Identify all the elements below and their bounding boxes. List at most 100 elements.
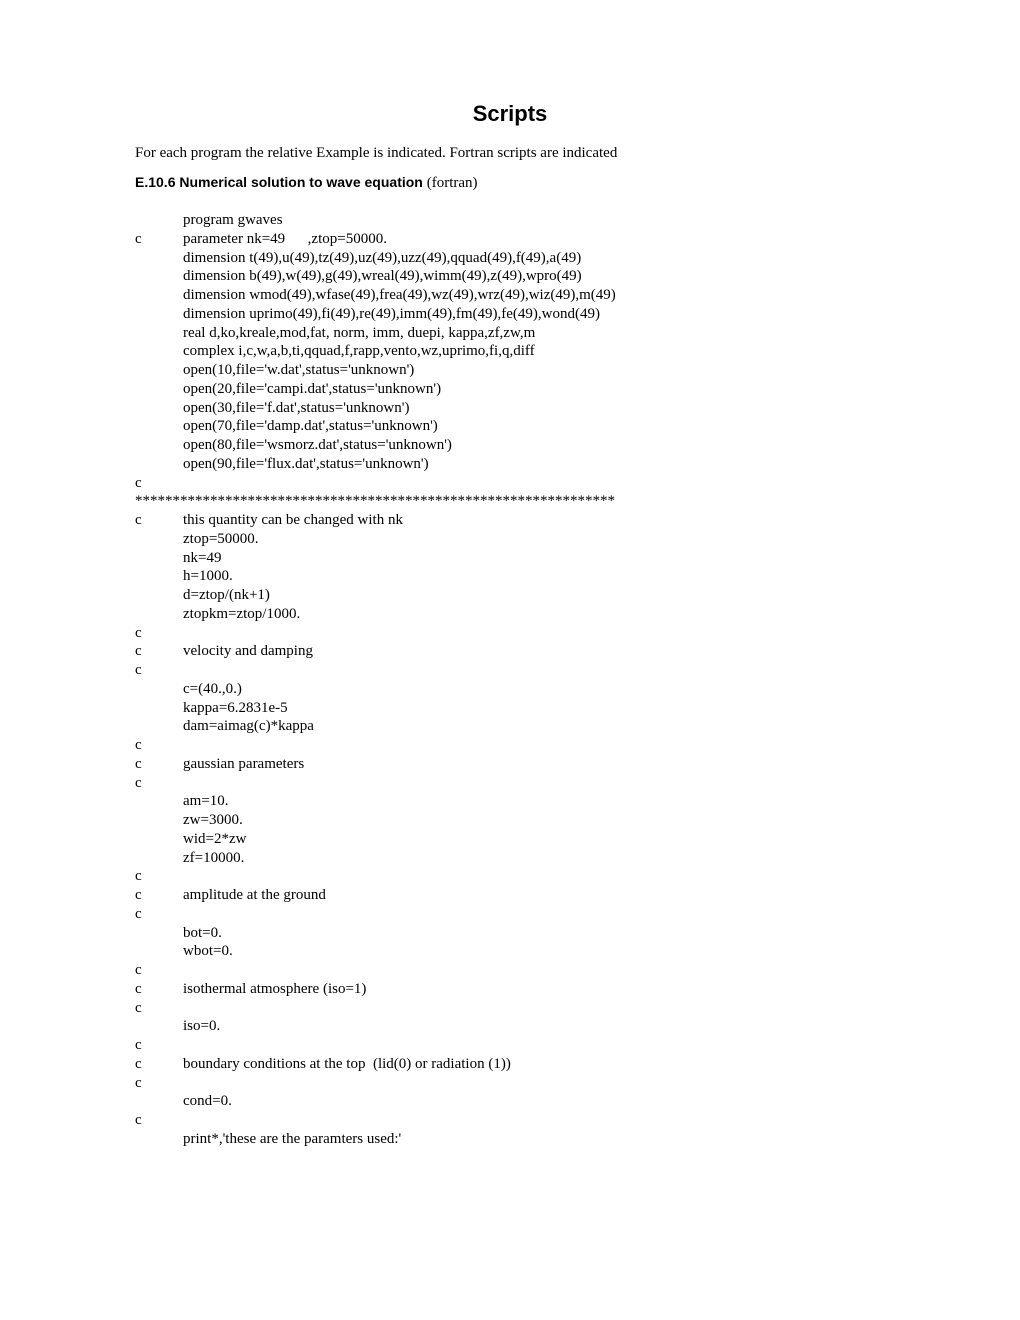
code-text: iso=0. [183,1018,220,1034]
code-line: c [135,474,885,493]
section-paren: (fortran) [427,175,478,191]
code-line: h=1000. [135,567,885,586]
code-text: wbot=0. [183,943,233,959]
code-line: open(90,file='flux.dat',status='unknown'… [135,455,885,474]
comment-col: c [135,661,183,680]
code-line: cthis quantity can be changed with nk [135,511,885,530]
code-line: ****************************************… [135,492,885,511]
page-title: Scripts [135,100,885,128]
code-text: c=(40.,0.) [183,681,242,697]
code-line: open(30,file='f.dat',status='unknown') [135,399,885,418]
code-line: open(20,file='campi.dat',status='unknown… [135,380,885,399]
code-line: zw=3000. [135,811,885,830]
comment-col: c [135,886,183,905]
code-text: open(70,file='damp.dat',status='unknown'… [183,418,438,434]
code-text: open(30,file='f.dat',status='unknown') [183,400,409,416]
comment-col: c [135,980,183,999]
code-line: camplitude at the ground [135,886,885,905]
code-line: ztop=50000. [135,530,885,549]
code-text: ztop=50000. [183,531,259,547]
code-text: dimension wmod(49),wfase(49),frea(49),wz… [183,287,616,303]
code-text: dam=aimag(c)*kappa [183,718,314,734]
code-text: print*,'these are the paramters used:' [183,1131,401,1147]
code-line: cboundary conditions at the top (lid(0) … [135,1055,885,1074]
code-text: cond=0. [183,1093,232,1109]
comment-col: c [135,867,183,886]
code-text: boundary conditions at the top (lid(0) o… [183,1056,511,1072]
code-line: c [135,1036,885,1055]
comment-col: c [135,1036,183,1055]
comment-col: c [135,755,183,774]
code-line: cgaussian parameters [135,755,885,774]
code-text: dimension uprimo(49),fi(49),re(49),imm(4… [183,306,600,322]
code-line: c [135,661,885,680]
code-line: wbot=0. [135,942,885,961]
code-text: dimension b(49),w(49),g(49),wreal(49),wi… [183,268,582,284]
code-block: program gwaves cparameter nk=49 ,ztop=500… [135,211,885,1149]
code-line: program gwaves [135,211,885,230]
code-text: zf=10000. [183,850,244,866]
comment-col: c [135,230,183,249]
code-line: cparameter nk=49 ,ztop=50000. [135,230,885,249]
code-line: complex i,c,w,a,b,ti,qquad,f,rapp,vento,… [135,342,885,361]
code-line: c [135,624,885,643]
comment-col: c [135,624,183,643]
comment-col: c [135,511,183,530]
code-line: iso=0. [135,1017,885,1036]
code-line: dimension b(49),w(49),g(49),wreal(49),wi… [135,267,885,286]
code-text: real d,ko,kreale,mod,fat, norm, imm, due… [183,325,535,341]
code-line: d=ztop/(nk+1) [135,586,885,605]
code-text: open(10,file='w.dat',status='unknown') [183,362,414,378]
code-line: c [135,774,885,793]
code-text: amplitude at the ground [183,887,326,903]
code-line: open(10,file='w.dat',status='unknown') [135,361,885,380]
code-line: dam=aimag(c)*kappa [135,717,885,736]
code-text: velocity and damping [183,643,313,659]
code-text: wid=2*zw [183,831,246,847]
code-line: c=(40.,0.) [135,680,885,699]
code-line: zf=10000. [135,849,885,868]
comment-col: c [135,774,183,793]
code-text: gaussian parameters [183,756,304,772]
section-header: E.10.6 Numerical solution to wave equati… [135,174,885,193]
code-line: cisothermal atmosphere (iso=1) [135,980,885,999]
code-line: c [135,736,885,755]
code-text: zw=3000. [183,812,243,828]
comment-col: c [135,961,183,980]
code-line: open(80,file='wsmorz.dat',status='unknow… [135,436,885,455]
code-text: am=10. [183,793,229,809]
intro-text: For each program the relative Example is… [135,144,885,163]
code-text: nk=49 [183,550,221,566]
code-line: cond=0. [135,1092,885,1111]
comment-col: c [135,1055,183,1074]
code-text: d=ztop/(nk+1) [183,587,270,603]
code-line: am=10. [135,792,885,811]
code-text: kappa=6.2831e-5 [183,700,288,716]
code-line: dimension wmod(49),wfase(49),frea(49),wz… [135,286,885,305]
code-text: open(90,file='flux.dat',status='unknown'… [183,456,429,472]
code-line: c [135,867,885,886]
code-line: c [135,1111,885,1130]
code-line: print*,'these are the paramters used:' [135,1130,885,1149]
comment-col: c [135,474,183,493]
code-line: open(70,file='damp.dat',status='unknown'… [135,417,885,436]
code-text: dimension t(49),u(49),tz(49),uz(49),uzz(… [183,250,581,266]
code-line: cvelocity and damping [135,642,885,661]
code-text: open(80,file='wsmorz.dat',status='unknow… [183,437,452,453]
code-text: program gwaves [183,212,283,228]
code-text: h=1000. [183,568,233,584]
comment-col: c [135,1111,183,1130]
code-line: dimension uprimo(49),fi(49),re(49),imm(4… [135,305,885,324]
comment-col: c [135,642,183,661]
code-line: nk=49 [135,549,885,568]
code-line: dimension t(49),u(49),tz(49),uz(49),uzz(… [135,249,885,268]
code-text: complex i,c,w,a,b,ti,qquad,f,rapp,vento,… [183,343,535,359]
code-line: ztopkm=ztop/1000. [135,605,885,624]
code-text: open(20,file='campi.dat',status='unknown… [183,381,441,397]
code-text: this quantity can be changed with nk [183,512,403,528]
comment-col: c [135,999,183,1018]
comment-col: c [135,736,183,755]
code-text: bot=0. [183,925,222,941]
code-text: ztopkm=ztop/1000. [183,606,300,622]
code-line: kappa=6.2831e-5 [135,699,885,718]
